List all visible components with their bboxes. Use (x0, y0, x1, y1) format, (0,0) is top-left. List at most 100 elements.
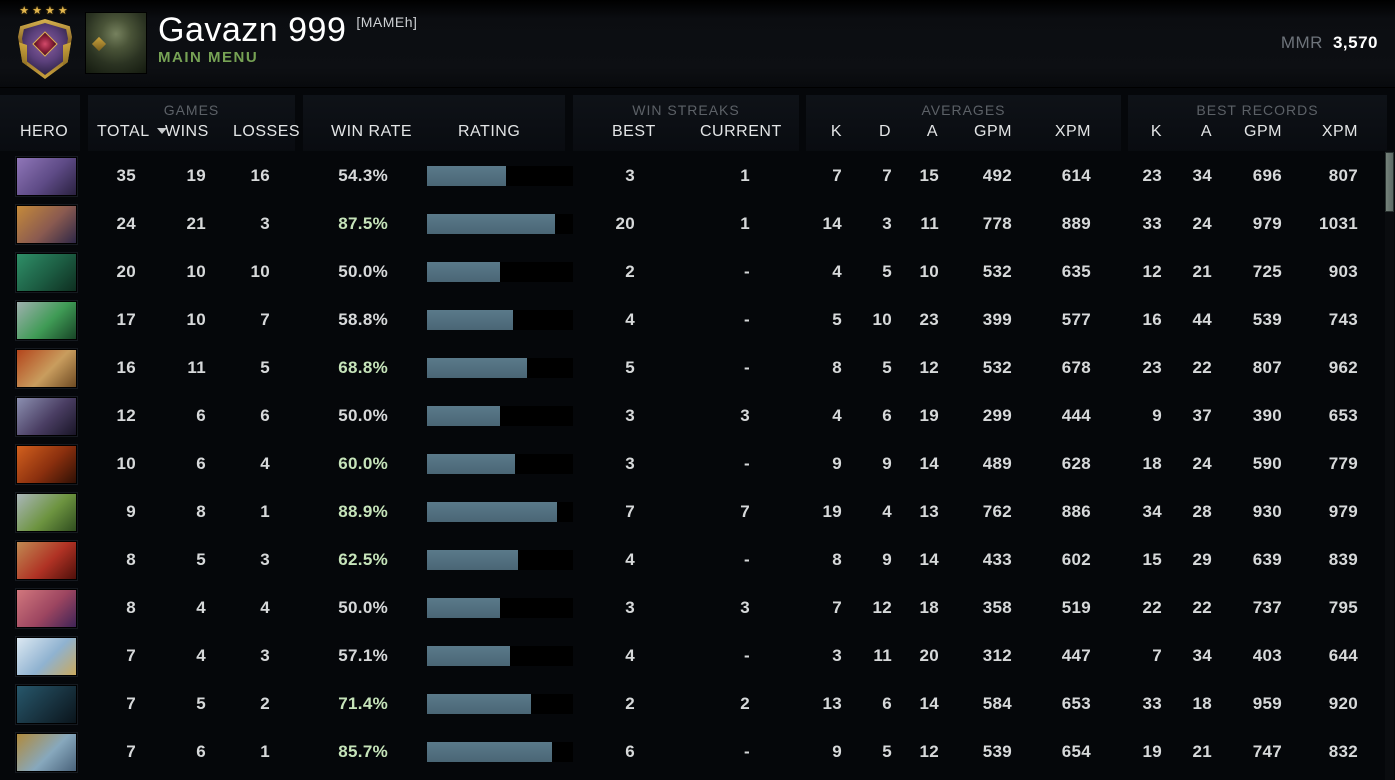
best-assists-value: 22 (1192, 358, 1212, 377)
hero-portrait (16, 396, 77, 436)
col-best-gpm[interactable]: GPM (1244, 123, 1282, 140)
col-avg-gpm[interactable]: GPM (974, 123, 1012, 140)
mmr-value: 3,570 (1332, 33, 1378, 52)
hero-table-row[interactable]: 8 4 4 50.0% 3 3 7 12 18 358 519 22 22 73… (0, 584, 1395, 632)
col-best-a[interactable]: A (1200, 123, 1212, 140)
best-gpm-value: 747 (1252, 742, 1282, 761)
hero-table-row[interactable]: 12 6 6 50.0% 3 3 4 6 19 299 444 9 37 390… (0, 392, 1395, 440)
avg-gpm-value: 778 (982, 214, 1012, 233)
avg-gpm-value: 489 (982, 454, 1012, 473)
games-group-label: GAMES (163, 102, 220, 118)
streak-current-value: 3 (740, 598, 750, 617)
win-rate-value: 58.8% (338, 310, 388, 329)
hero-portrait (16, 684, 77, 724)
avg-kills-value: 19 (822, 502, 842, 521)
hero-table-row[interactable]: 10 6 4 60.0% 3 - 9 9 14 489 628 18 24 59… (0, 440, 1395, 488)
losses-value: 5 (260, 358, 270, 377)
hero-table-row[interactable]: 7 4 3 57.1% 4 - 3 11 20 312 447 7 34 403… (0, 632, 1395, 680)
streak-best-value: 7 (625, 502, 635, 521)
hero-table-row[interactable]: 9 8 1 88.9% 7 7 19 4 13 762 886 34 28 93… (0, 488, 1395, 536)
avg-kills-value: 4 (832, 262, 842, 281)
best-kills-value: 34 (1142, 502, 1162, 521)
hero-table-row[interactable]: 7 5 2 71.4% 2 2 13 6 14 584 653 33 18 95… (0, 680, 1395, 728)
best-gpm-value: 590 (1252, 454, 1282, 473)
col-rating[interactable]: RATING (458, 123, 521, 140)
rank-shield-icon (18, 19, 72, 79)
avg-assists-value: 10 (919, 262, 939, 281)
col-losses[interactable]: LOSSES (233, 123, 301, 140)
total-value: 16 (116, 358, 136, 377)
streak-current-value: - (744, 358, 750, 377)
rating-bar-fill (427, 550, 519, 570)
table-header: GAMES WIN STREAKS AVERAGES BEST RECORDS … (0, 95, 1395, 151)
avg-kills-value: 3 (832, 646, 842, 665)
col-avg-d[interactable]: D (878, 123, 891, 140)
avg-kills-value: 7 (832, 598, 842, 617)
best-assists-value: 34 (1192, 646, 1212, 665)
hero-table-row[interactable]: 17 10 7 58.8% 4 - 5 10 23 399 577 16 44 … (0, 296, 1395, 344)
best-xpm-value: 979 (1328, 502, 1358, 521)
best-gpm-value: 696 (1252, 166, 1282, 185)
hero-table-row[interactable]: 24 21 3 87.5% 20 1 14 3 11 778 889 33 24… (0, 200, 1395, 248)
avatar[interactable] (85, 12, 147, 74)
col-hero: HERO (20, 123, 69, 140)
avg-deaths-value: 10 (872, 310, 892, 329)
wins-value: 6 (196, 406, 206, 425)
best-assists-value: 29 (1192, 550, 1212, 569)
avg-assists-value: 13 (919, 502, 939, 521)
best-assists-value: 44 (1192, 310, 1212, 329)
avg-assists-value: 18 (919, 598, 939, 617)
hero-table-row[interactable]: 7 6 1 85.7% 6 - 9 5 12 539 654 19 21 747… (0, 728, 1395, 776)
best-assists-value: 37 (1192, 406, 1212, 425)
streak-best-value: 20 (615, 214, 635, 233)
streak-best-value: 2 (625, 262, 635, 281)
col-streak-current[interactable]: CURRENT (700, 123, 782, 140)
col-avg-a[interactable]: A (926, 123, 938, 140)
avg-assists-value: 23 (919, 310, 939, 329)
rating-bar-fill (427, 310, 513, 330)
main-menu-link[interactable]: MAIN MENU (158, 49, 259, 66)
avg-xpm-value: 889 (1061, 214, 1091, 233)
streak-current-value: 3 (740, 406, 750, 425)
rating-bar-fill (427, 166, 507, 186)
scrollbar-thumb[interactable] (1385, 152, 1394, 212)
col-win-rate[interactable]: WIN RATE (331, 123, 413, 140)
avg-assists-value: 19 (919, 406, 939, 425)
avg-gpm-value: 584 (982, 694, 1012, 713)
losses-value: 3 (260, 646, 270, 665)
rating-bar (427, 646, 573, 666)
best-gpm-value: 959 (1252, 694, 1282, 713)
total-value: 8 (126, 550, 136, 569)
avg-deaths-value: 6 (882, 694, 892, 713)
rating-bar (427, 742, 573, 762)
col-avg-xpm[interactable]: XPM (1054, 123, 1091, 140)
hero-table-row[interactable]: 20 10 10 50.0% 2 - 4 5 10 532 635 12 21 … (0, 248, 1395, 296)
col-total-sort[interactable]: TOTAL (97, 121, 167, 143)
rating-bar (427, 262, 573, 282)
col-streak-best[interactable]: BEST (612, 123, 656, 140)
avg-assists-value: 14 (919, 694, 939, 713)
col-avg-k[interactable]: K (830, 123, 842, 140)
avg-xpm-value: 447 (1061, 646, 1091, 665)
avg-xpm-value: 678 (1061, 358, 1091, 377)
best-kills-value: 9 (1152, 406, 1162, 425)
hero-table-row[interactable]: 35 19 16 54.3% 3 1 7 7 15 492 614 23 34 … (0, 152, 1395, 200)
avg-gpm-value: 762 (982, 502, 1012, 521)
col-best-k[interactable]: K (1150, 123, 1162, 140)
avg-xpm-value: 654 (1061, 742, 1091, 761)
col-best-xpm[interactable]: XPM (1321, 123, 1358, 140)
col-wins[interactable]: WINS (165, 123, 209, 140)
scrollbar-track[interactable] (1385, 150, 1394, 780)
best-assists-value: 24 (1192, 454, 1212, 473)
rank-gem-icon (32, 31, 58, 57)
rating-bar (427, 406, 573, 426)
mmr-display: MMR 3,570 (1281, 33, 1378, 53)
streak-best-value: 3 (625, 598, 635, 617)
hero-table-row[interactable]: 8 5 3 62.5% 4 - 8 9 14 433 602 15 29 639… (0, 536, 1395, 584)
hero-portrait (16, 300, 77, 340)
streak-best-value: 4 (625, 550, 635, 569)
win-rate-value: 88.9% (338, 502, 388, 521)
hero-table-row[interactable]: 16 11 5 68.8% 5 - 8 5 12 532 678 23 22 8… (0, 344, 1395, 392)
rating-bar (427, 694, 573, 714)
